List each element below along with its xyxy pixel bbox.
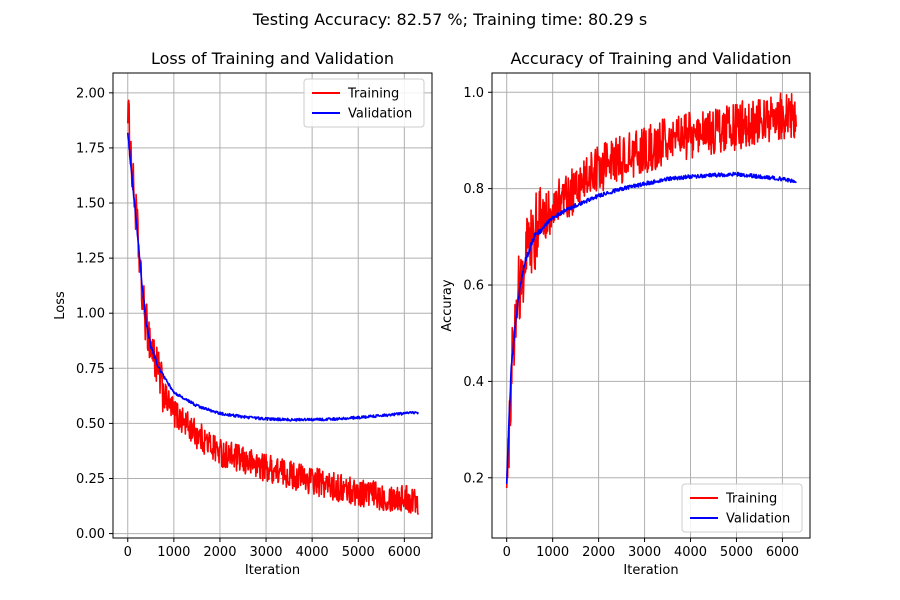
legend-box	[681, 483, 803, 533]
x-tick-label: 1000	[157, 545, 190, 560]
y-tick-label: 1.00	[76, 307, 105, 322]
x-tick-label: 4000	[296, 545, 329, 560]
x-tick-label: 5000	[342, 545, 375, 560]
x-tick-label: 3000	[628, 545, 661, 560]
y-tick-label: 1.0	[463, 86, 484, 101]
y-axis-label: Accuray	[440, 279, 455, 332]
y-tick-label: 2.00	[76, 86, 105, 101]
axes-title: Loss of Training and Validation	[151, 49, 394, 68]
axes-1: Loss of Training and Validation 0 1000 2000…	[53, 49, 433, 578]
axes-frame	[112, 72, 433, 539]
y-tick-label: 1.25	[76, 252, 105, 267]
y-tick-label: 0.50	[76, 417, 105, 432]
plot-area	[126, 99, 419, 515]
legend-label-training: Training	[347, 87, 399, 102]
legend: Training Validation	[681, 483, 803, 533]
x-tick-label: 3000	[249, 545, 282, 560]
x-axis-label: Iteration	[245, 563, 300, 578]
series-line-validation	[126, 132, 419, 422]
y-tick-label: 0.75	[76, 362, 105, 377]
axes-container: Loss of Training and Validation 0 1000 2000…	[53, 49, 811, 578]
y-tick-label: 1.50	[76, 197, 105, 212]
x-tick-label: 6000	[388, 545, 421, 560]
x-tick-label: 2000	[203, 545, 236, 560]
x-axis-label: Iteration	[623, 563, 678, 578]
x-tick-label: 1000	[536, 545, 569, 560]
legend-box	[303, 78, 425, 128]
y-tick-label: 1.75	[76, 141, 105, 156]
axes-2: Accuracy of Training and Validation 0 1000…	[440, 49, 811, 578]
y-tick-label: 0.00	[76, 527, 105, 542]
legend-label-training: Training	[725, 492, 777, 507]
series-line-training	[126, 99, 419, 515]
x-tick-label: 0	[503, 545, 511, 560]
plot-area	[505, 92, 798, 488]
x-tick-label: 2000	[582, 545, 615, 560]
y-axis-label: Loss	[53, 291, 68, 320]
axes-title: Accuracy of Training and Validation	[510, 49, 791, 68]
figure-suptitle: Testing Accuracy: 82.57 %; Training time…	[252, 10, 647, 29]
y-tick-label: 0.4	[463, 375, 484, 390]
legend-label-validation: Validation	[348, 107, 412, 122]
series-line-validation	[505, 171, 797, 484]
x-tick-label: 6000	[766, 545, 799, 560]
legend: Training Validation	[303, 78, 425, 128]
y-tick-label: 0.6	[463, 279, 484, 294]
y-tick-label: 0.8	[463, 182, 484, 197]
x-tick-label: 5000	[720, 545, 753, 560]
y-tick-label: 0.25	[76, 472, 105, 487]
x-tick-label: 0	[124, 545, 132, 560]
x-tick-label: 4000	[674, 545, 707, 560]
axes-frame	[491, 72, 811, 539]
legend-label-validation: Validation	[726, 512, 790, 527]
y-tick-label: 0.2	[463, 471, 484, 486]
